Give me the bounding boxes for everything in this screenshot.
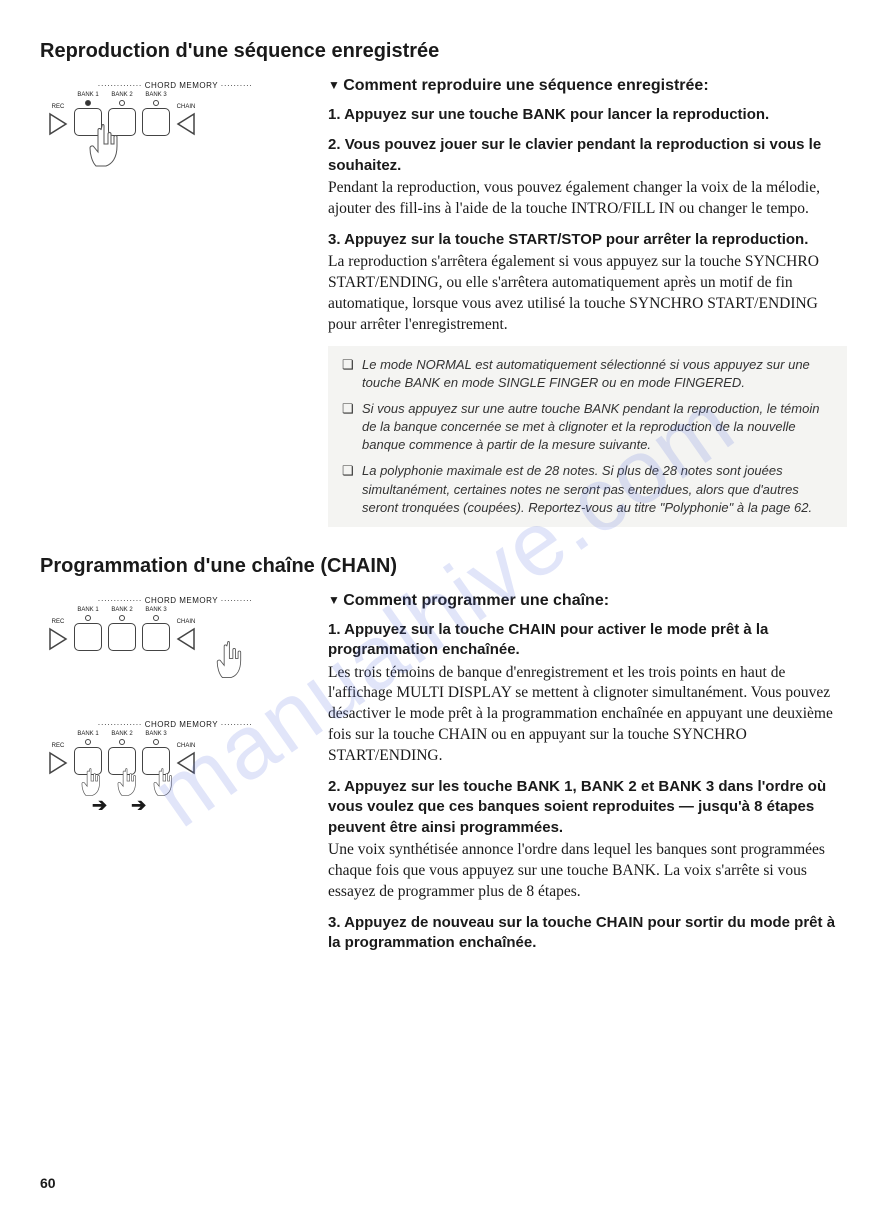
section1-subheading: Comment reproduire une séquence enregist…: [328, 77, 847, 95]
rec-triangle-icon: [48, 112, 68, 136]
section2-diagram-col: ·············· CHORD MEMORY ·········· R…: [40, 592, 310, 963]
diag1-label-chain: CHAIN: [177, 104, 196, 110]
step-body-text: La reproduction s'arrêtera également si …: [328, 252, 847, 336]
led-icon: [85, 739, 91, 745]
finger-press-icon: [212, 639, 252, 688]
bank3-button: [142, 623, 170, 651]
section1-content: Comment reproduire une séquence enregist…: [328, 77, 847, 527]
step-num: 3.: [328, 914, 341, 931]
bullet-icon: ❏: [342, 356, 354, 392]
chord-memory-diagram-2b: ·············· CHORD MEMORY ·········· R…: [40, 720, 310, 816]
step-num: 1.: [328, 621, 341, 638]
rec-triangle-icon: [48, 627, 68, 651]
led-icon: [153, 739, 159, 745]
section2-title: Programmation d'une chaîne (CHAIN): [40, 555, 847, 578]
step-head-text: Appuyez de nouveau sur la touche CHAIN p…: [328, 914, 835, 951]
diag2a-label-chain: CHAIN: [177, 619, 196, 625]
diagram1-header: ·············· CHORD MEMORY ··········: [40, 81, 310, 90]
bank1-button: [74, 623, 102, 651]
diag2b-label-bank2: BANK 2: [111, 731, 132, 737]
led-icon: [119, 615, 125, 621]
chain-triangle-icon: [176, 751, 196, 775]
section2-block: ·············· CHORD MEMORY ·········· R…: [40, 592, 847, 963]
section2-step3: 3. Appuyez de nouveau sur la touche CHAI…: [328, 913, 847, 954]
step-head-text: Appuyez sur une touche BANK pour lancer …: [344, 106, 769, 123]
diag2b-label-rec: REC: [52, 743, 65, 749]
finger-press-icon: [84, 122, 124, 177]
led-icon: [153, 615, 159, 621]
diagram2b-header: ·············· CHORD MEMORY ··········: [40, 720, 310, 729]
led-icon: [119, 100, 125, 106]
led-icon: [153, 100, 159, 106]
diag2b-label-bank3: BANK 3: [145, 731, 166, 737]
chord-memory-diagram-1: ·············· CHORD MEMORY ·········· R…: [40, 81, 310, 191]
bank3-button: [142, 108, 170, 136]
diagram2a-header: ·············· CHORD MEMORY ··········: [40, 596, 310, 605]
step-body-text: Une voix synthétisée annonce l'ordre dan…: [328, 840, 847, 903]
bank2-button: [108, 623, 136, 651]
section1-diagram-col: ·············· CHORD MEMORY ·········· R…: [40, 77, 310, 527]
step-body-text: Les trois témoins de banque d'enregistre…: [328, 663, 847, 768]
note-item: ❏ Si vous appuyez sur une autre touche B…: [342, 400, 833, 455]
step-num: 3.: [328, 231, 341, 248]
led-icon: [119, 739, 125, 745]
diag2a-label-rec: REC: [52, 619, 65, 625]
step-head-text: Appuyez sur la touche START/STOP pour ar…: [344, 231, 808, 248]
section1-step1: 1. Appuyez sur une touche BANK pour lanc…: [328, 105, 847, 125]
section1-step2: 2. Vous pouvez jouer sur le clavier pend…: [328, 135, 847, 219]
arrow-right-icon: ➔: [92, 795, 107, 816]
arrow-right-icon: ➔: [131, 795, 146, 816]
diag2a-label-bank2: BANK 2: [111, 607, 132, 613]
step-body-text: Pendant la reproduction, vous pouvez éga…: [328, 178, 847, 220]
diag1-label-bank3: BANK 3: [145, 92, 166, 98]
section1-block: ·············· CHORD MEMORY ·········· R…: [40, 77, 847, 527]
section2-content: Comment programmer une chaîne: 1. Appuye…: [328, 592, 847, 963]
section2-step2: 2. Appuyez sur les touche BANK 1, BANK 2…: [328, 777, 847, 903]
led-icon: [85, 100, 91, 106]
chain-triangle-icon: [176, 112, 196, 136]
step-num: 2.: [328, 778, 341, 795]
diag1-label-bank1: BANK 1: [77, 92, 98, 98]
rec-triangle-icon: [48, 751, 68, 775]
diag2a-label-bank1: BANK 1: [77, 607, 98, 613]
section2-subheading: Comment programmer une chaîne:: [328, 592, 847, 610]
section1-title: Reproduction d'une séquence enregistrée: [40, 40, 847, 63]
section2-step1: 1. Appuyez sur la touche CHAIN pour acti…: [328, 620, 847, 767]
note-text: Le mode NORMAL est automatiquement sélec…: [362, 356, 833, 392]
note-item: ❏ Le mode NORMAL est automatiquement sél…: [342, 356, 833, 392]
step-head-text: Appuyez sur les touche BANK 1, BANK 2 et…: [328, 778, 826, 836]
note-text: La polyphonie maximale est de 28 notes. …: [362, 462, 833, 517]
note-text: Si vous appuyez sur une autre touche BAN…: [362, 400, 833, 455]
led-icon: [85, 615, 91, 621]
step-head-text: Appuyez sur la touche CHAIN pour activer…: [328, 621, 768, 658]
chord-memory-diagram-2a: ·············· CHORD MEMORY ·········· R…: [40, 596, 310, 700]
step-num: 1.: [328, 106, 341, 123]
note-item: ❏ La polyphonie maximale est de 28 notes…: [342, 462, 833, 517]
section1-step3: 3. Appuyez sur la touche START/STOP pour…: [328, 230, 847, 336]
diag1-label-rec: REC: [52, 104, 65, 110]
diag1-label-bank2: BANK 2: [111, 92, 132, 98]
diag2b-label-chain: CHAIN: [177, 743, 196, 749]
diag2b-label-bank1: BANK 1: [77, 731, 98, 737]
step-num: 2.: [328, 136, 341, 153]
step-head-text: Vous pouvez jouer sur le clavier pendant…: [328, 136, 821, 173]
bullet-icon: ❏: [342, 462, 354, 517]
bullet-icon: ❏: [342, 400, 354, 455]
page-number: 60: [40, 1175, 56, 1191]
chain-triangle-icon: [176, 627, 196, 651]
diag2a-label-bank3: BANK 3: [145, 607, 166, 613]
section1-notes: ❏ Le mode NORMAL est automatiquement sél…: [328, 346, 847, 528]
